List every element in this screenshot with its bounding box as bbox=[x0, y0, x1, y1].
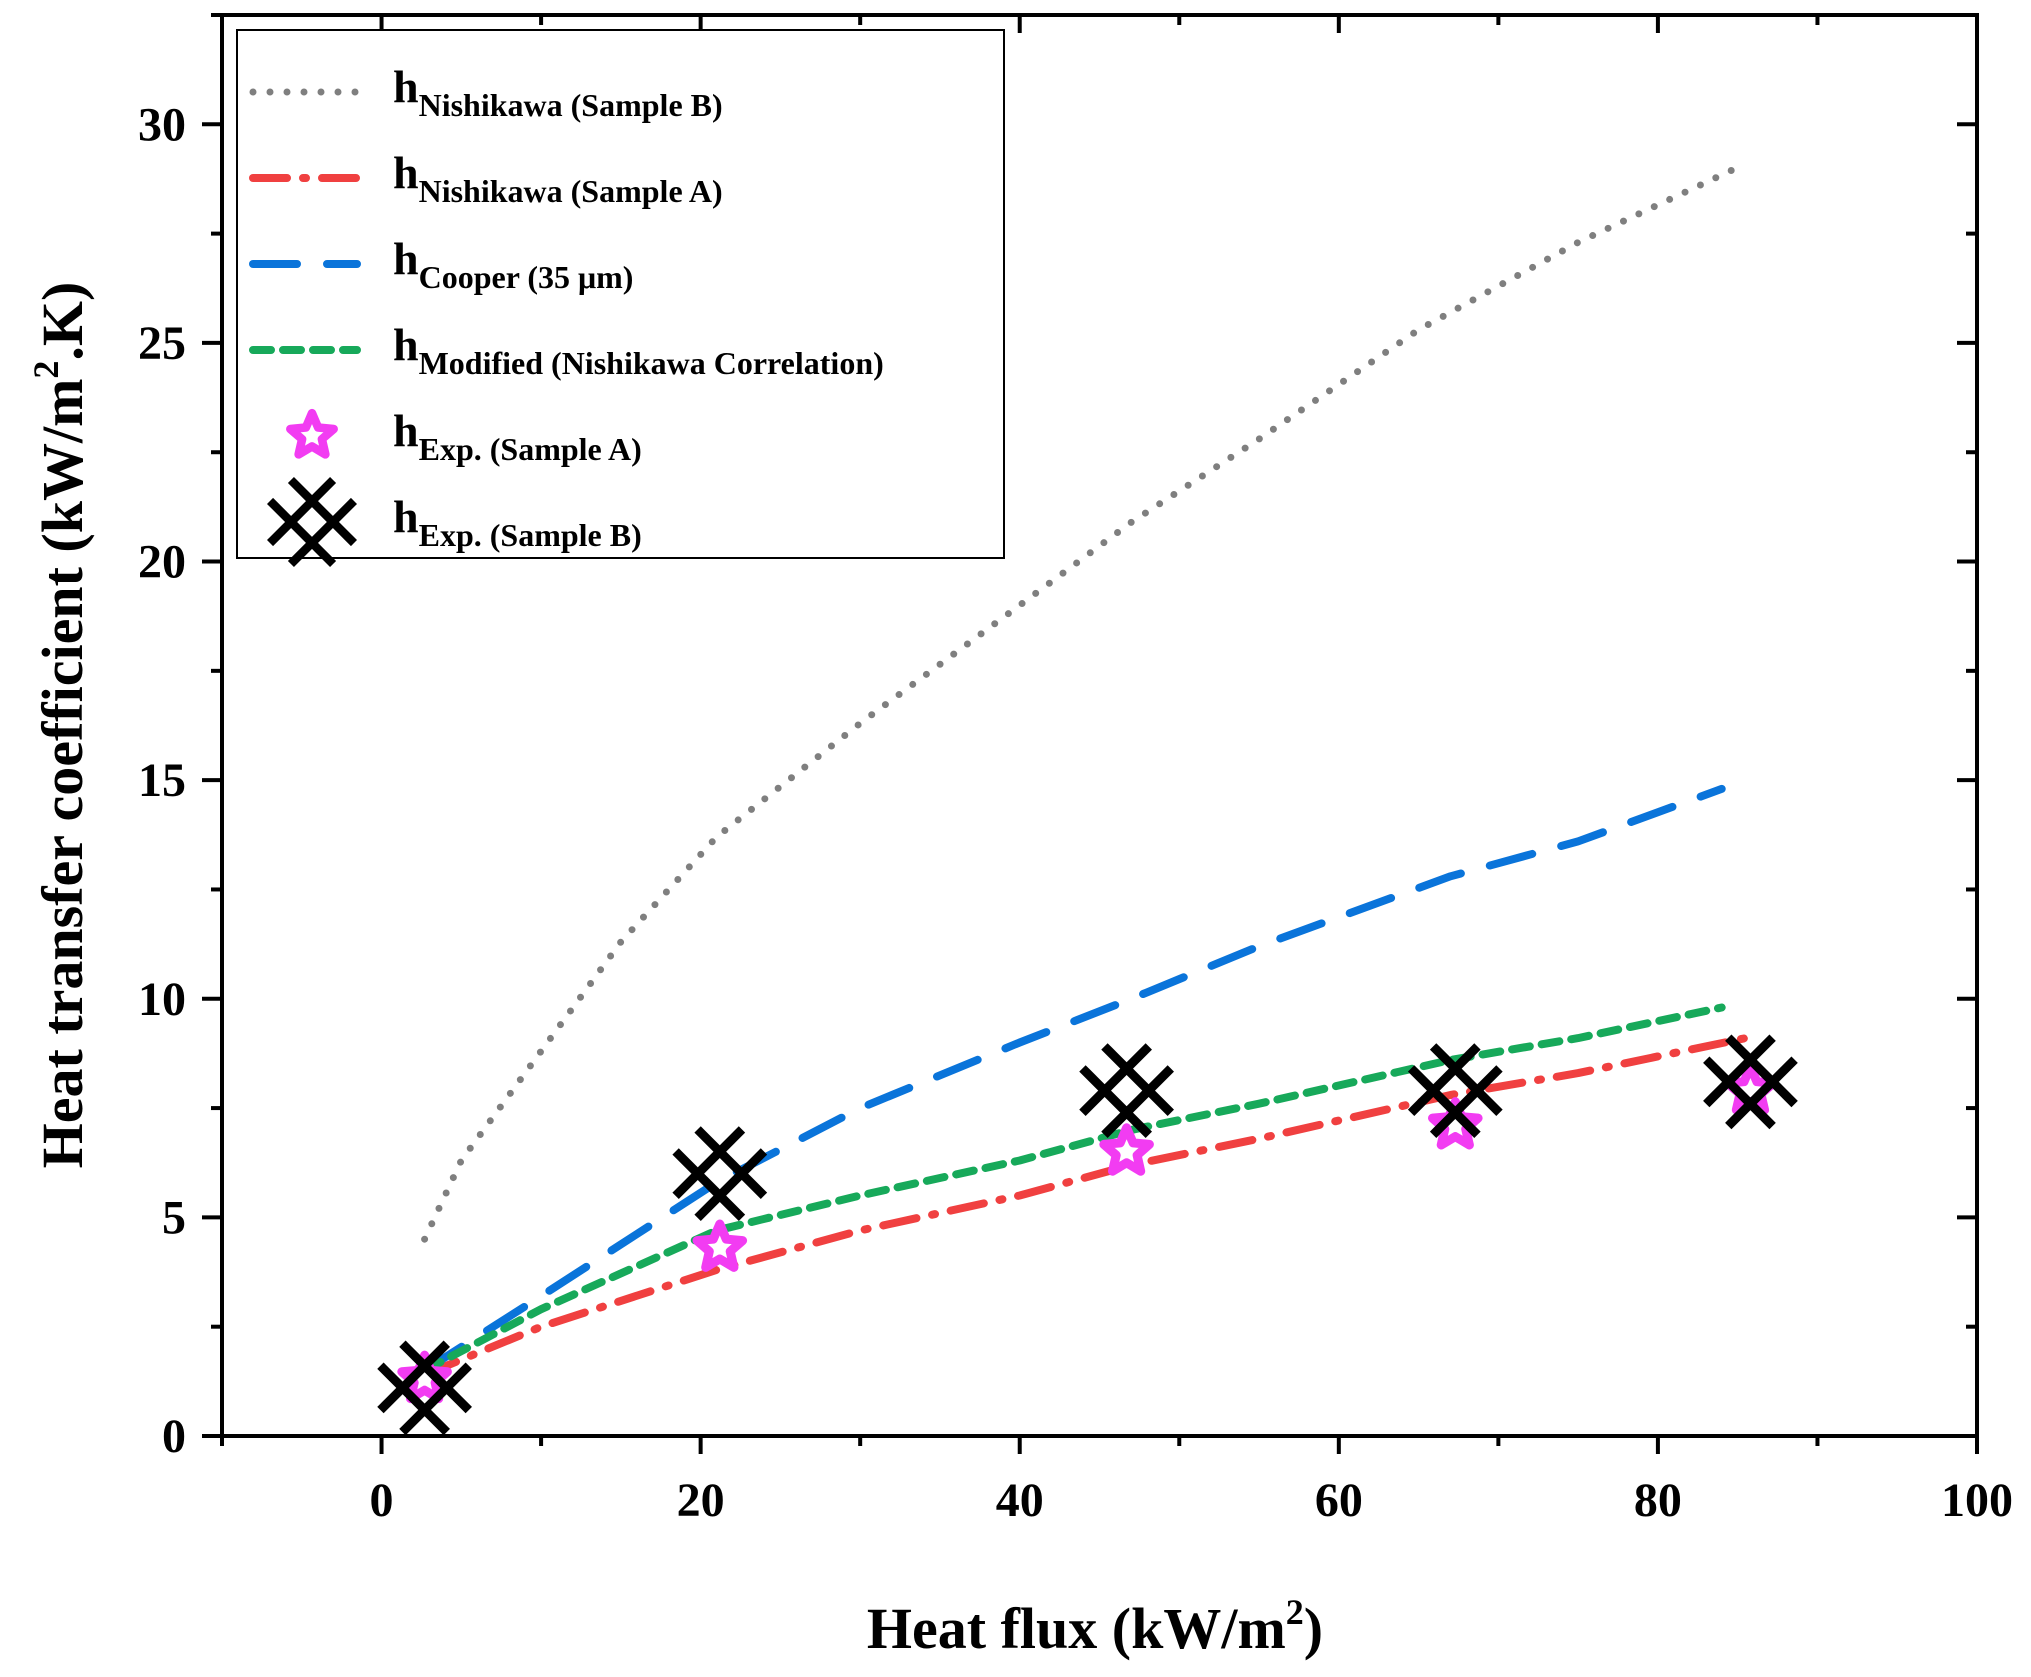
marker-stroke-1 bbox=[377, 1362, 450, 1436]
marker-stroke-2 bbox=[377, 1340, 450, 1414]
marker-stroke-3 bbox=[1101, 1043, 1174, 1116]
legend-label-sub: Modified (Nishikawa Correlation) bbox=[419, 345, 884, 381]
legend-marker-swatch bbox=[267, 477, 357, 567]
marker-stroke-4 bbox=[1429, 1065, 1503, 1138]
x-tick-label: 80 bbox=[1634, 1474, 1682, 1527]
legend-label-main: h bbox=[393, 319, 419, 370]
legend-item-5: hExp. (Sample A) bbox=[286, 405, 642, 467]
legend-label-sub: Nishikawa (Sample B) bbox=[419, 87, 723, 123]
y-tick-label: 15 bbox=[138, 754, 186, 807]
series-markers-5 bbox=[397, 1062, 1778, 1404]
marker-stroke-2 bbox=[267, 477, 337, 547]
x-tick-label: 100 bbox=[1941, 1474, 2013, 1527]
x-tick-label: 20 bbox=[677, 1474, 725, 1527]
legend-item-4: hModified (Nishikawa Correlation) bbox=[249, 319, 884, 381]
legend-label-main: h bbox=[393, 147, 419, 198]
series-layer bbox=[377, 160, 1798, 1436]
data-point-star-2 bbox=[692, 1219, 748, 1272]
legend-label: hModified (Nishikawa Correlation) bbox=[393, 319, 884, 381]
marker-stroke-1 bbox=[1703, 1056, 1776, 1130]
marker-stroke-3 bbox=[399, 1340, 472, 1414]
marker-stroke-3 bbox=[1725, 1034, 1798, 1108]
legend: hNishikawa (Sample B)hNishikawa (Sample … bbox=[236, 29, 1005, 567]
x-tick-label: 40 bbox=[996, 1474, 1044, 1527]
series-line-4 bbox=[420, 1003, 1726, 1375]
legend-item-6: hExp. (Sample B) bbox=[267, 477, 642, 567]
marker-stroke-4 bbox=[1725, 1056, 1798, 1130]
data-point-crossx-5 bbox=[1703, 1034, 1798, 1130]
x-tick-label: 60 bbox=[1315, 1474, 1363, 1527]
series-line-1 bbox=[421, 160, 1750, 1243]
marker-stroke-4 bbox=[399, 1362, 472, 1436]
y-tick-label: 30 bbox=[138, 98, 186, 151]
marker-stroke-3 bbox=[694, 1126, 768, 1200]
marker-stroke-4 bbox=[287, 497, 357, 567]
legend-label-main: h bbox=[393, 61, 419, 112]
legend-item-2: hNishikawa (Sample A) bbox=[249, 147, 723, 209]
legend-label-main: h bbox=[393, 491, 419, 542]
plot-frame bbox=[220, 13, 1979, 1438]
legend-label-sub: Nishikawa (Sample A) bbox=[419, 173, 723, 209]
data-point-crossx-4 bbox=[1407, 1043, 1503, 1138]
marker-stroke-4 bbox=[1101, 1065, 1174, 1138]
marker-stroke-2 bbox=[1703, 1034, 1776, 1108]
legend-label: hExp. (Sample B) bbox=[393, 491, 642, 553]
legend-label-sub: Cooper (35 μm) bbox=[419, 259, 634, 295]
legend-label-main: h bbox=[393, 405, 419, 456]
data-point-crossx-3 bbox=[1079, 1043, 1174, 1138]
marker-stroke-2 bbox=[1079, 1043, 1152, 1116]
marker-stroke-1 bbox=[1079, 1065, 1152, 1138]
marker-stroke-3 bbox=[1429, 1043, 1503, 1116]
marker-stroke-1 bbox=[1407, 1065, 1481, 1138]
legend-label-main: h bbox=[393, 233, 419, 284]
axis-labels: Heat flux (kW/m2) Heat transfer coeffici… bbox=[26, 282, 1323, 1661]
data-point-star-1 bbox=[397, 1350, 452, 1404]
marker-stroke-2 bbox=[672, 1126, 746, 1200]
y-tick-label: 20 bbox=[138, 536, 186, 589]
marker-stroke-3 bbox=[287, 477, 357, 547]
data-point-star-4 bbox=[1428, 1097, 1483, 1150]
data-point-crossx-2 bbox=[672, 1126, 768, 1222]
axes-layer: 0 20 40 60 80 100 0 5 10 15 20 25 30 bbox=[138, 13, 2013, 1527]
y-tick-label: 0 bbox=[162, 1410, 186, 1463]
marker-stroke-2 bbox=[1407, 1043, 1481, 1116]
marker-stroke-1 bbox=[672, 1148, 746, 1222]
x-axis-label: Heat flux (kW/m2) bbox=[867, 1592, 1323, 1661]
legend-label: hNishikawa (Sample A) bbox=[393, 147, 723, 209]
marker-stroke-4 bbox=[694, 1148, 768, 1222]
legend-label: hNishikawa (Sample B) bbox=[393, 61, 723, 123]
y-tick-label: 10 bbox=[138, 973, 186, 1026]
legend-label-sub: Exp. (Sample B) bbox=[419, 517, 642, 553]
series-markers-6 bbox=[377, 1034, 1798, 1436]
x-tick-label: 0 bbox=[370, 1474, 394, 1527]
legend-box bbox=[236, 29, 1005, 559]
legend-label: hExp. (Sample A) bbox=[393, 405, 642, 467]
series-line-2 bbox=[420, 1034, 1750, 1379]
legend-label-sub: Exp. (Sample A) bbox=[419, 431, 642, 467]
legend-label: hCooper (35 μm) bbox=[393, 233, 633, 295]
data-point-crossx-1 bbox=[377, 1340, 472, 1436]
legend-item-3: hCooper (35 μm) bbox=[249, 233, 633, 295]
series-line-3 bbox=[420, 784, 1726, 1375]
y-axis-label: Heat transfer coefficient (kW/m2.K) bbox=[26, 282, 95, 1169]
legend-marker-swatch bbox=[286, 408, 338, 459]
legend-item-1: hNishikawa (Sample B) bbox=[249, 61, 723, 123]
y-tick-label: 25 bbox=[138, 317, 186, 370]
data-point-star-3 bbox=[1099, 1123, 1154, 1176]
marker-stroke-1 bbox=[267, 497, 337, 567]
y-tick-label: 5 bbox=[162, 1191, 186, 1244]
